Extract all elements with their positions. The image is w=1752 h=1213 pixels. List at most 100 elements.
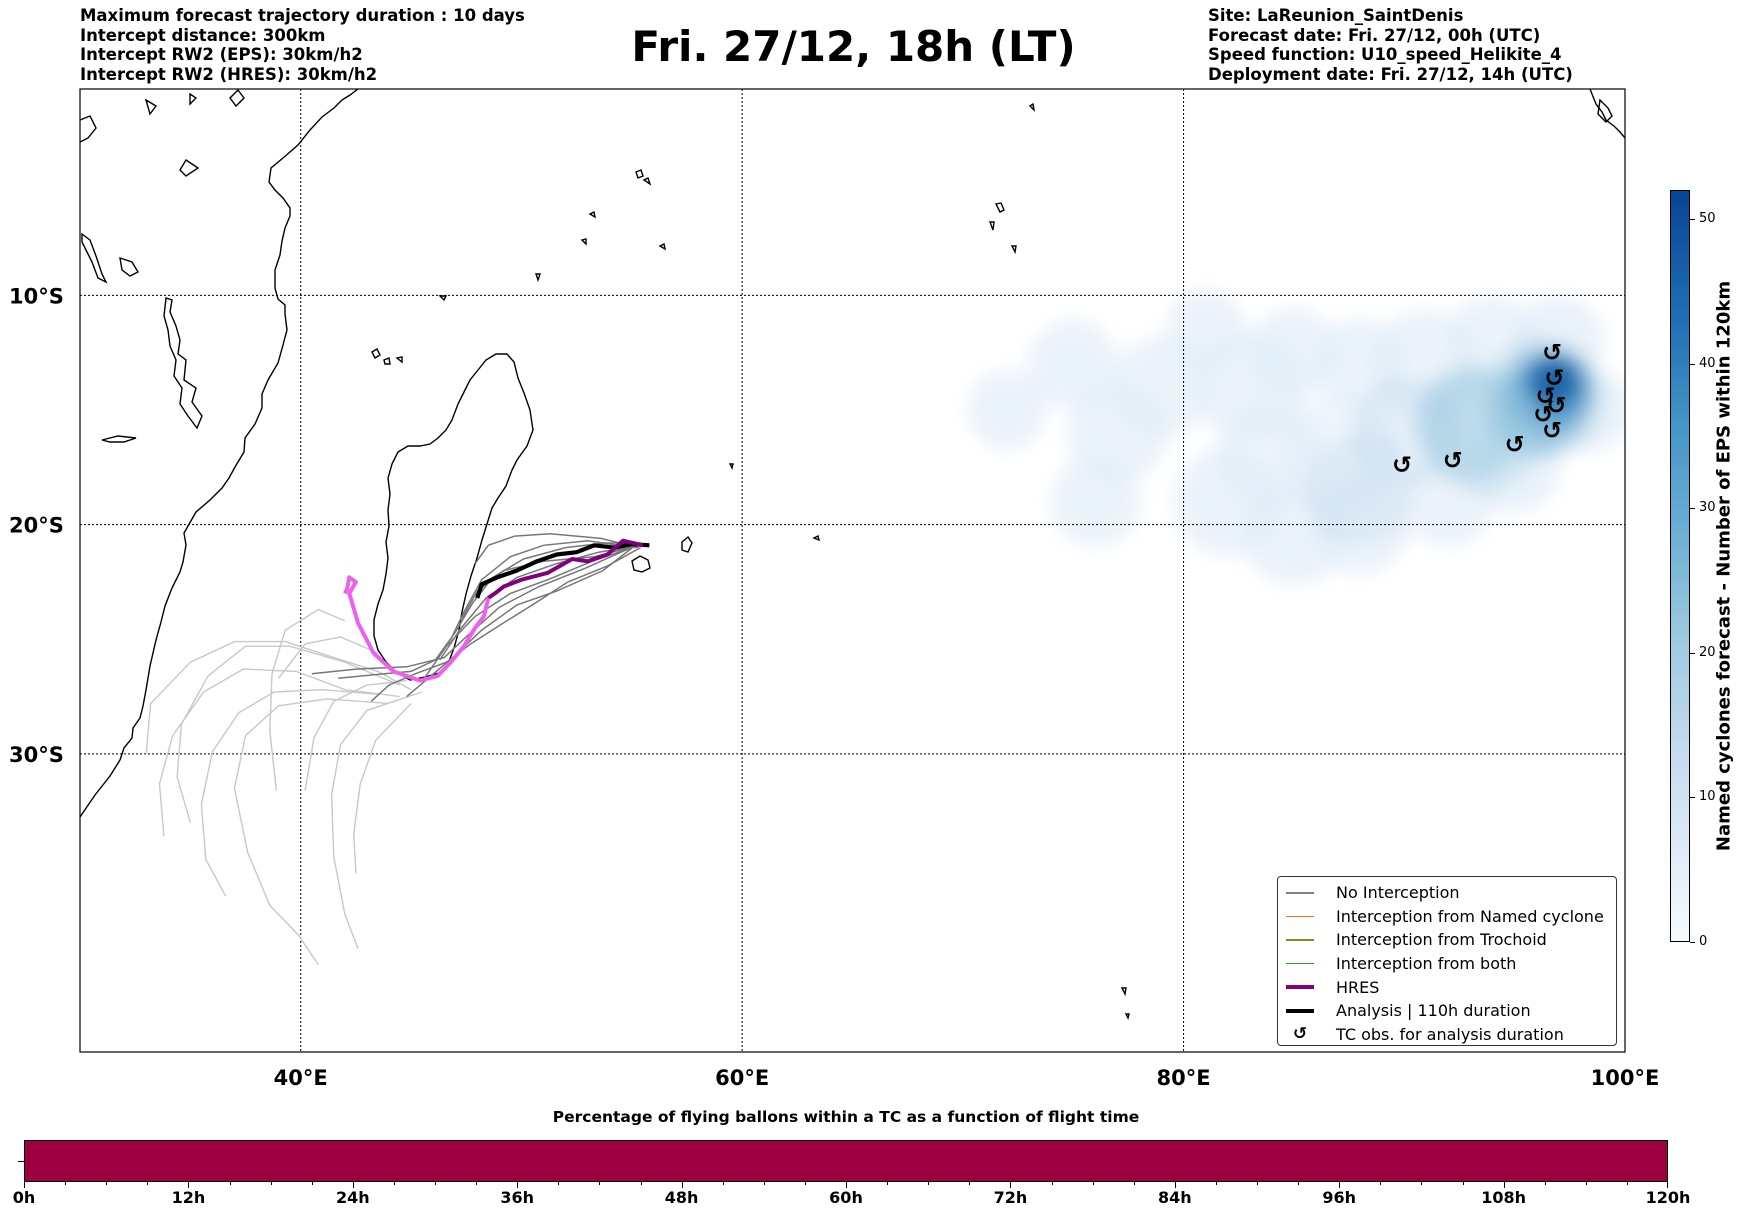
legend-item: No Interception (1286, 881, 1610, 905)
flight-time-label: 0h (12, 1188, 36, 1207)
flight-time-label: 12h (171, 1188, 206, 1207)
colorbar-tick-label: 0 (1699, 934, 1708, 949)
flight-time-tick (311, 1182, 313, 1185)
tc-obs-icon: ↺ (1443, 446, 1463, 474)
flight-time-tick (1133, 1182, 1135, 1185)
density-blob (1248, 307, 1339, 398)
legend-swatch (1286, 1008, 1314, 1013)
eps-track (439, 544, 641, 661)
legend-label: Interception from Named cyclone (1336, 906, 1604, 926)
map-frame (79, 88, 1626, 1053)
madagascar-coastline (373, 353, 534, 681)
tc-obs-icon: ↺ (1542, 339, 1562, 367)
legend-label: Interception from both (1336, 954, 1517, 974)
legend-swatch (1286, 892, 1314, 894)
info-line: Speed function: U10_speed_Helikite_4 (1208, 45, 1562, 64)
flight-time-tick (1626, 1182, 1628, 1185)
flight-time-tick (393, 1182, 395, 1185)
flight-time-tick (147, 1182, 149, 1185)
eps-track (450, 539, 637, 640)
seychelles-coastline (580, 169, 666, 251)
flight-time-tick (517, 1182, 519, 1188)
flight-time-bar (24, 1140, 1668, 1182)
flight-time-tick (928, 1182, 930, 1185)
eps-track (474, 533, 639, 565)
density-blob (1216, 400, 1327, 511)
latitude-labels: 10°S 20°S 30°S (9, 284, 64, 767)
info-line: Intercept RW2 (HRES): 30km/h2 (80, 64, 378, 84)
eps-track-far (176, 645, 401, 823)
cyclone-density-field (967, 289, 1625, 587)
comoros-coastline (371, 348, 403, 365)
legend-swatch (1286, 985, 1314, 990)
flight-time-tick (1298, 1182, 1300, 1185)
flight-time-tick (1667, 1182, 1668, 1188)
colorbar-tick-label: 50 (1699, 210, 1716, 226)
legend-item: ↺ TC obs. for analysis duration (1286, 1023, 1610, 1047)
flight-time-tick (476, 1182, 478, 1185)
eps-track (311, 544, 637, 675)
trajectory-map: ↺↺↺↺↺↺↺↺↺ 10°S20°S30°S 40°E 60°E 80°E 100°E (9, 88, 1659, 1090)
eps-track-far (304, 679, 407, 791)
density-blob (1028, 319, 1119, 410)
flight-time-tick (24, 1182, 25, 1188)
flight-time-label: 84h (1157, 1188, 1192, 1207)
hres-trajectory-extension (343, 575, 491, 683)
lake-coastline-4 (80, 115, 97, 143)
flight-time-tick (65, 1182, 67, 1185)
flight-time-tick (1215, 1182, 1217, 1185)
flight-time-tick (352, 1182, 354, 1188)
zanzibar-coastline (163, 297, 203, 430)
flight-time-label: 72h (993, 1188, 1028, 1207)
flight-time-tick (763, 1182, 765, 1185)
eps-track-far (269, 608, 346, 791)
flight-time-tick (1257, 1182, 1258, 1185)
flight-time-label: 120h (1645, 1188, 1691, 1207)
legend-item: Analysis | 110h duration (1286, 999, 1610, 1023)
flight-time-tick (846, 1182, 847, 1188)
colorbar-tick (1690, 218, 1695, 220)
eps-track-far (158, 668, 401, 837)
flight-time-tick (1051, 1182, 1053, 1185)
colorbar-tick-label: 20 (1699, 644, 1716, 660)
flight-time-tick (1544, 1182, 1546, 1185)
flight-time-tick (229, 1182, 231, 1185)
density-colorbar (1670, 190, 1690, 942)
africa-coastline (80, 89, 359, 818)
eps-track (406, 542, 639, 698)
legend-swatch: ↺ (1286, 1024, 1314, 1044)
flight-time-tick (1010, 1182, 1012, 1188)
info-line: Deployment date: Fri. 27/12, 14h (UTC) (1208, 64, 1573, 84)
flight-time-tick (804, 1182, 806, 1185)
longitude-label: 40°E (274, 1066, 328, 1090)
flight-time-tick (188, 1182, 190, 1188)
longitude-label: 60°E (715, 1066, 769, 1090)
eps-track-far (200, 688, 379, 897)
flight-time-label: 96h (1322, 1188, 1357, 1207)
flight-time-tick (1092, 1182, 1094, 1185)
flight-time-label: 108h (1481, 1188, 1526, 1207)
colorbar-tick (1690, 652, 1695, 654)
colorbar-tick-label: 30 (1699, 500, 1716, 516)
flight-time-tick (1462, 1182, 1464, 1185)
tc-obs-icon: ↺ (1533, 401, 1553, 429)
flight-time-tick (969, 1182, 971, 1185)
latitude-label: 10°S (9, 284, 64, 308)
legend-label: HRES (1336, 977, 1380, 997)
graticule (80, 89, 1625, 1052)
legend-swatch (1286, 915, 1314, 918)
map-legend: No Interception Interception from Named c… (1277, 876, 1617, 1046)
eps-track (370, 546, 641, 702)
eps-track-far (352, 703, 412, 874)
arabia-coastline (1589, 89, 1625, 139)
tc-obs-icon: ↺ (1505, 430, 1525, 458)
density-core (1305, 435, 1416, 546)
flight-time-tick (681, 1182, 683, 1188)
eps-track-far (145, 640, 412, 754)
colorbar-title: Named cyclones forecast - Number of EPS … (1713, 280, 1735, 852)
eps-trajectories-far (145, 608, 423, 966)
analysis-trajectory (475, 541, 650, 599)
legend-swatch (1286, 962, 1314, 965)
maldives-coastline (144, 89, 1130, 1021)
forecast-parameters: Maximum forecast trajectory duration : 1… (80, 6, 525, 84)
